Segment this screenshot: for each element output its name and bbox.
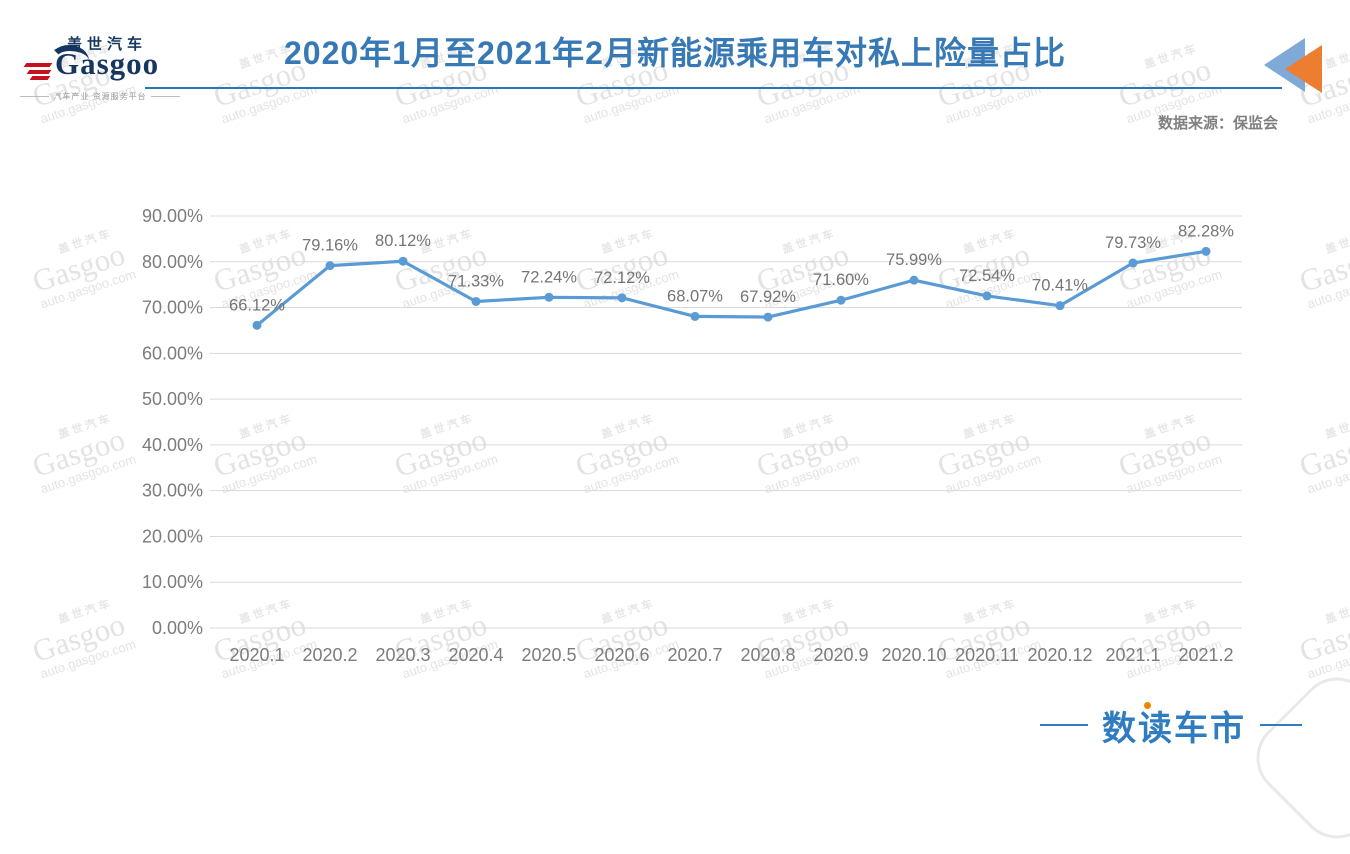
data-point xyxy=(252,320,262,330)
y-axis-tick-label: 30.00% xyxy=(142,481,203,501)
y-axis-tick-label: 40.00% xyxy=(142,435,203,455)
data-point xyxy=(836,295,846,305)
data-point xyxy=(763,312,773,322)
data-point-label: 79.16% xyxy=(302,237,358,255)
x-axis-tick-label: 2020.7 xyxy=(667,645,722,665)
data-point xyxy=(471,296,481,306)
data-point-label: 79.73% xyxy=(1105,234,1161,252)
data-point-label: 70.41% xyxy=(1032,277,1088,295)
footer-logo: 数读车市 xyxy=(1040,700,1320,750)
x-axis-tick-label: 2020.2 xyxy=(302,645,357,665)
orange-triangle-icon xyxy=(1285,45,1322,93)
line-chart: 0.00% 10.00% 20.00% 30.00% 40.00% 50.00% 60.00… xyxy=(142,206,1242,665)
data-point xyxy=(982,291,992,301)
title-separator xyxy=(145,87,1282,89)
series-line xyxy=(255,249,1208,327)
data-point-label: 75.99% xyxy=(886,251,942,269)
logo-brand-cn: 盖世汽车 xyxy=(67,36,148,53)
x-axis-tick-label: 2020.12 xyxy=(1027,645,1092,665)
x-axis-tick-label: 2020.5 xyxy=(521,645,576,665)
data-point xyxy=(544,292,554,302)
data-point xyxy=(325,261,335,271)
data-point xyxy=(1128,258,1138,268)
gasgoo-logo: 盖世汽车 Gasgoo 汽车产业 资源服务平台 xyxy=(20,33,181,103)
x-axis-tick-label: 2020.9 xyxy=(813,645,868,665)
data-point-label: 72.54% xyxy=(959,267,1015,285)
y-axis-tick-label: 50.00% xyxy=(142,389,203,409)
data-point-label: 72.24% xyxy=(521,268,577,286)
data-point-label: 67.92% xyxy=(740,288,796,306)
data-point-label: 66.12% xyxy=(229,296,285,314)
y-axis-tick-label: 80.00% xyxy=(142,252,203,272)
page-title: 2020年1月至2021年2月新能源乘用车对私上险量占比 xyxy=(284,35,1066,71)
data-point-label: 72.12% xyxy=(594,269,650,287)
y-axis-tick-label: 0.00% xyxy=(152,618,203,638)
corner-arrows-icon xyxy=(1264,36,1334,96)
data-point xyxy=(1055,301,1065,311)
x-axis-tick-label: 2020.11 xyxy=(955,645,1019,665)
data-point xyxy=(617,293,627,303)
data-point-label: 71.60% xyxy=(813,271,869,289)
x-axis-tick-label: 2020.10 xyxy=(881,645,946,665)
x-axis-tick-label: 2020.3 xyxy=(375,645,430,665)
footer-left-line xyxy=(1040,724,1088,726)
data-point xyxy=(909,275,919,285)
x-axis-tick-label: 2021.1 xyxy=(1105,645,1160,665)
logo-arc-icon xyxy=(49,45,89,77)
footer-right-line xyxy=(1260,724,1302,726)
y-axis-tick-label: 20.00% xyxy=(142,526,203,546)
logo-tagline: 汽车产业 资源服务平台 xyxy=(20,91,181,102)
y-axis-tick-label: 10.00% xyxy=(142,572,203,592)
data-point-label: 82.28% xyxy=(1178,222,1234,240)
x-axis-tick-label: 2021.2 xyxy=(1178,645,1233,665)
header: 盖世汽车 Gasgoo 汽车产业 资源服务平台 2020年1月至2021年2月新… xyxy=(0,0,1350,150)
data-point xyxy=(398,256,408,266)
y-axis-tick-label: 70.00% xyxy=(142,298,203,318)
x-axis-tick-label: 2020.4 xyxy=(448,645,503,665)
y-axis-tick-label: 60.00% xyxy=(142,343,203,363)
footer-logo-text: 数读车市 xyxy=(1102,701,1246,750)
data-point xyxy=(1201,246,1211,256)
data-point-label: 80.12% xyxy=(375,232,431,250)
x-axis-tick-label: 2020.8 xyxy=(740,645,795,665)
logo-brand-en: Gasgoo xyxy=(55,46,160,81)
y-axis-tick-label: 90.00% xyxy=(142,206,203,226)
footer-orange-dot-icon xyxy=(1144,701,1151,709)
data-point-label: 71.33% xyxy=(448,272,504,290)
data-source-label: 数据来源：保监会 xyxy=(1157,115,1278,132)
x-axis-tick-label: 2020.6 xyxy=(594,645,649,665)
data-point xyxy=(690,311,700,321)
x-axis-tick-label: 2020.1 xyxy=(229,645,284,665)
data-point-label: 68.07% xyxy=(667,287,723,305)
